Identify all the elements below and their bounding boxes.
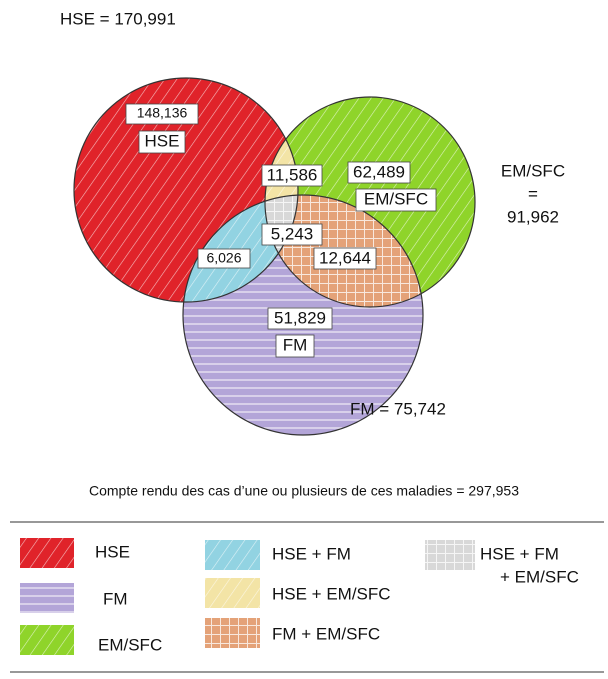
region-value: 62,489: [353, 162, 405, 181]
legend-label: FM: [103, 589, 128, 608]
region-label: FM: [283, 335, 308, 354]
venn: [73, 77, 476, 436]
region-label: EM/SFC: [364, 189, 428, 208]
region-value: 11,586: [267, 165, 318, 184]
region-value: 51,829: [274, 308, 326, 327]
region-value: 12,644: [319, 248, 371, 267]
region-value: 6,026: [206, 250, 241, 266]
em-total: 91,962: [507, 207, 559, 226]
legend-label: HSE + FM: [272, 544, 351, 563]
legend: HSE FM EM/SFC HSE + FM HSE + EM/SFC FM +…: [20, 538, 579, 655]
legend-label: + EM/SFC: [500, 567, 579, 586]
legend-label: FM + EM/SFC: [272, 624, 380, 643]
region-value: 5,243: [271, 224, 314, 243]
em-total: =: [528, 184, 538, 203]
legend-label: HSE + EM/SFC: [272, 584, 391, 603]
legend-label: HSE: [95, 542, 130, 561]
legend-label: HSE + FM: [480, 544, 559, 563]
region-label: HSE: [145, 131, 180, 150]
legend-label: EM/SFC: [98, 635, 162, 654]
fm-total: FM = 75,742: [350, 399, 446, 418]
region-value: 148,136: [137, 105, 188, 121]
em-total: EM/SFC: [501, 161, 565, 180]
summary: Compte rendu des cas d’une ou plusieurs …: [89, 483, 519, 499]
hse-total: HSE = 170,991: [60, 9, 176, 28]
